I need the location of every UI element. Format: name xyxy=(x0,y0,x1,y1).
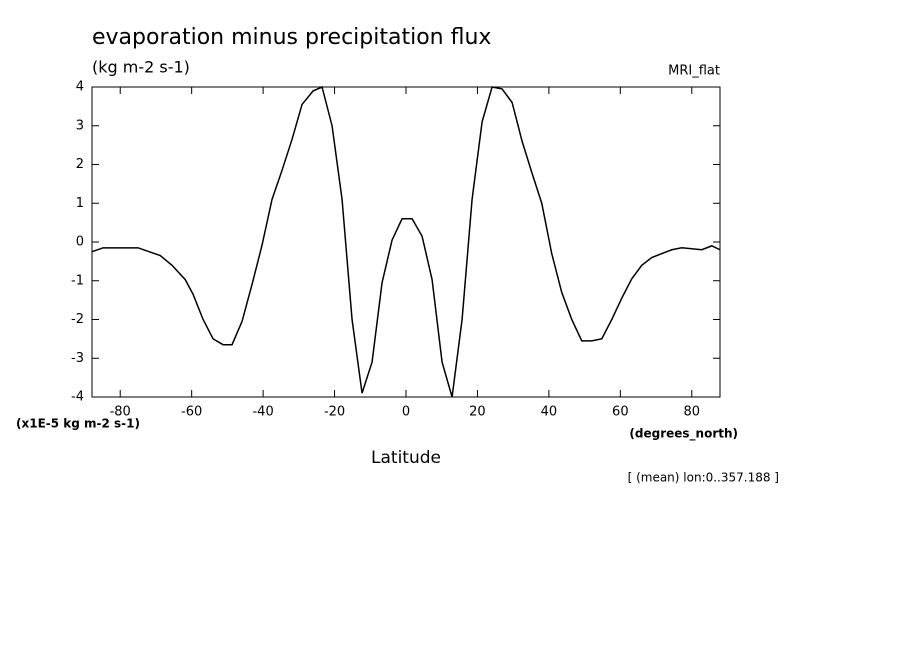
x-units-label: (degrees_north) xyxy=(629,427,738,442)
y-tick-label: 4 xyxy=(76,80,84,95)
chart-subtitle: (kg m-2 s-1) xyxy=(92,58,190,77)
y-tick-label: -3 xyxy=(71,351,84,366)
y-tick-label: -1 xyxy=(71,273,84,288)
chart-title: evaporation minus precipitation flux xyxy=(92,25,491,50)
x-tick-label: -40 xyxy=(252,405,273,420)
y-tick-label: 0 xyxy=(76,235,84,250)
x-tick-label: 60 xyxy=(612,405,629,420)
y-tick-label: 2 xyxy=(76,157,84,172)
y-tick-label: 3 xyxy=(76,118,84,133)
y-multiplier-label: (x1E-5 kg m-2 s-1) xyxy=(16,417,140,431)
y-tick-label: -4 xyxy=(71,390,84,405)
note: [ (mean) lon:0..357.188 ] xyxy=(628,471,779,485)
x-tick-label: 40 xyxy=(541,405,558,420)
x-tick-label: -60 xyxy=(181,405,202,420)
plot-frame xyxy=(91,86,721,398)
x-tick-label: -20 xyxy=(324,405,345,420)
y-tick-label: 1 xyxy=(76,196,84,211)
x-axis-label: Latitude xyxy=(371,448,441,468)
y-tick-label: -2 xyxy=(71,312,84,327)
data-line xyxy=(91,85,721,398)
x-tick-label: 80 xyxy=(684,405,701,420)
x-tick-label: 20 xyxy=(469,405,486,420)
dataset-label: MRI_flat xyxy=(668,64,720,79)
x-tick-label: 0 xyxy=(402,405,410,420)
x-tick-label: -80 xyxy=(110,405,131,420)
